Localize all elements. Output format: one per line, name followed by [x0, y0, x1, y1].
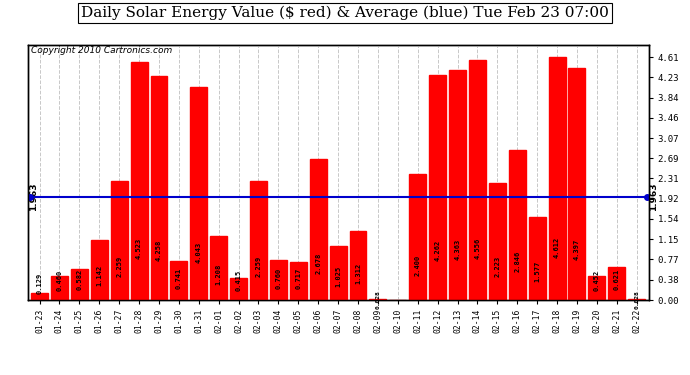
Text: 0.760: 0.760	[275, 267, 282, 289]
Bar	[350, 231, 366, 300]
Text: 0.582: 0.582	[77, 269, 82, 290]
Text: Daily Solar Energy Value ($ red) & Average (blue) Tue Feb 23 07:00: Daily Solar Energy Value ($ red) & Avera…	[81, 6, 609, 20]
Bar	[110, 181, 128, 300]
Bar	[569, 68, 585, 300]
Bar	[310, 159, 326, 300]
Text: 0.028: 0.028	[375, 290, 380, 309]
Text: 0.028: 0.028	[634, 290, 639, 309]
Text: 1.025: 1.025	[335, 266, 341, 286]
Bar	[130, 62, 148, 300]
Bar	[51, 276, 68, 300]
Bar	[489, 183, 506, 300]
Bar	[628, 298, 645, 300]
Text: 0.741: 0.741	[176, 268, 182, 289]
Text: 2.259: 2.259	[116, 256, 122, 277]
Bar	[469, 60, 486, 300]
Text: 0.129: 0.129	[37, 273, 43, 294]
Bar	[71, 269, 88, 300]
Bar	[509, 150, 526, 300]
Text: 0.717: 0.717	[295, 268, 302, 289]
Text: 1.963: 1.963	[649, 182, 658, 211]
Bar	[270, 260, 287, 300]
Bar	[210, 236, 227, 300]
Bar	[250, 181, 267, 300]
Text: 2.846: 2.846	[514, 251, 520, 272]
Bar	[549, 57, 566, 300]
Text: 2.223: 2.223	[494, 256, 500, 277]
Text: 4.397: 4.397	[574, 239, 580, 260]
Text: 4.043: 4.043	[196, 242, 201, 263]
Bar	[330, 246, 346, 300]
Text: 1.312: 1.312	[355, 263, 361, 284]
Bar	[170, 261, 187, 300]
Text: 2.400: 2.400	[415, 255, 421, 276]
Bar	[449, 70, 466, 300]
Text: 2.259: 2.259	[255, 256, 262, 277]
Bar	[409, 174, 426, 300]
Text: 4.612: 4.612	[554, 237, 560, 258]
Text: 4.556: 4.556	[475, 237, 480, 259]
Text: Copyright 2010 Cartronics.com: Copyright 2010 Cartronics.com	[31, 46, 172, 55]
Bar	[529, 217, 546, 300]
Bar	[609, 267, 625, 300]
Text: 4.258: 4.258	[156, 240, 162, 261]
Text: 1.142: 1.142	[96, 264, 102, 286]
Text: 4.262: 4.262	[435, 240, 441, 261]
Bar	[31, 293, 48, 300]
Bar	[190, 87, 207, 300]
Text: 0.415: 0.415	[235, 270, 242, 291]
Text: 1.577: 1.577	[534, 261, 540, 282]
Text: 4.363: 4.363	[455, 239, 460, 260]
Bar	[290, 262, 307, 300]
Text: 2.678: 2.678	[315, 252, 322, 274]
Bar	[230, 278, 247, 300]
Text: 4.523: 4.523	[136, 238, 142, 259]
Bar	[589, 276, 605, 300]
Bar	[429, 75, 446, 300]
Text: 0.460: 0.460	[57, 270, 63, 291]
Text: 1.208: 1.208	[216, 264, 221, 285]
Text: 0.621: 0.621	[613, 268, 620, 290]
Text: 0.452: 0.452	[594, 270, 600, 291]
Bar	[369, 298, 386, 300]
Bar	[150, 76, 168, 300]
Text: 1.963: 1.963	[30, 182, 39, 211]
Bar	[91, 240, 108, 300]
